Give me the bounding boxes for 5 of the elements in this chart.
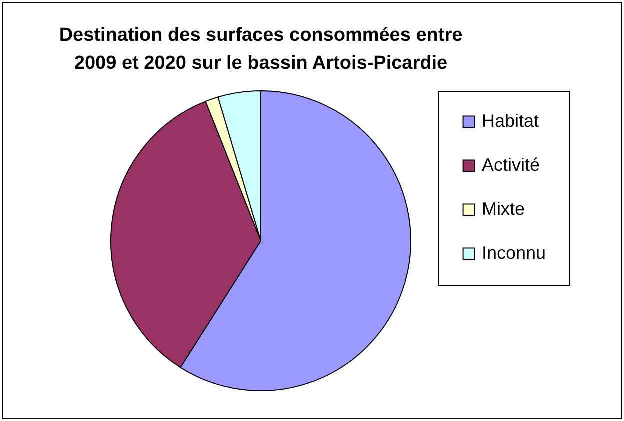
legend-label: Habitat [482,111,540,131]
legend-label: Mixte [482,199,526,219]
chart-title: Destination des surfaces consommées entre 2009 et 2020 sur le bassin Artois-Picardie [59,25,463,74]
legend-label: Activité [482,155,540,175]
legend-label: Inconnu [482,243,546,263]
